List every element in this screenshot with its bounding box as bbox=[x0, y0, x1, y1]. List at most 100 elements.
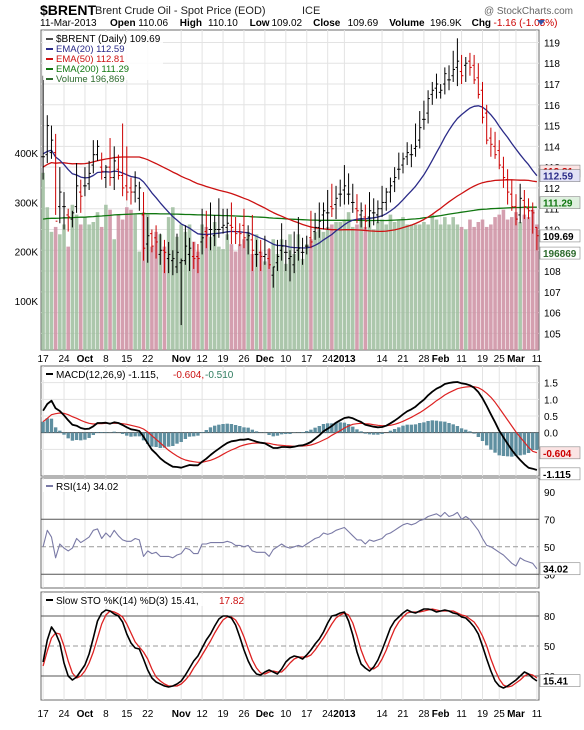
macd-histogram-bar bbox=[87, 433, 90, 438]
macd-histogram-bar bbox=[313, 428, 316, 433]
volume-tick-label: 200K bbox=[15, 248, 39, 259]
volume-bar bbox=[485, 227, 489, 350]
x-tick-label: 17 bbox=[301, 709, 313, 720]
macd-histogram-bar bbox=[418, 423, 421, 433]
volume-bar bbox=[389, 215, 393, 350]
macd-histogram-bar bbox=[531, 433, 534, 450]
macd-histogram-bar bbox=[305, 431, 308, 433]
macd-histogram-bar bbox=[184, 433, 187, 439]
macd-histogram-bar bbox=[376, 433, 379, 435]
volume-bar bbox=[338, 222, 342, 350]
volume-bar bbox=[489, 224, 493, 350]
value-tag-label: -0.604 bbox=[543, 449, 572, 460]
x-tick-label: 24 bbox=[58, 709, 70, 720]
x-tick-label: Oct bbox=[77, 709, 94, 720]
price-tick-label: 115 bbox=[544, 122, 560, 133]
volume-bar bbox=[397, 220, 401, 350]
volume-bar bbox=[364, 227, 368, 350]
x-tick-label: 17 bbox=[38, 354, 50, 365]
macd-histogram-bar bbox=[477, 433, 480, 437]
volume-bar bbox=[514, 212, 518, 350]
macd-histogram-bar bbox=[359, 431, 362, 432]
rsi-tick-label: 50 bbox=[544, 543, 556, 554]
volume-bar bbox=[393, 222, 397, 350]
volume-bar bbox=[104, 205, 108, 350]
macd-tick-label: 1.0 bbox=[544, 395, 558, 406]
quote-value: 110.06 bbox=[138, 18, 168, 29]
volume-bar bbox=[263, 261, 267, 350]
volume-bar bbox=[66, 247, 70, 350]
x-tick-label: 10 bbox=[280, 354, 292, 365]
x-tick-label: Dec bbox=[256, 354, 275, 365]
macd-histogram-bar bbox=[200, 432, 203, 433]
volume-bar bbox=[318, 229, 322, 350]
x-tick-label: 28 bbox=[418, 354, 430, 365]
volume-bar bbox=[271, 239, 275, 350]
volume-bar bbox=[359, 220, 363, 350]
volume-bar bbox=[527, 217, 531, 350]
macd-histogram-bar bbox=[460, 428, 463, 432]
quote-label: High bbox=[180, 18, 202, 29]
macd-histogram-bar bbox=[159, 433, 162, 448]
macd-legend-signal: -0.604, bbox=[173, 370, 204, 381]
x-tick-label: 15 bbox=[121, 709, 133, 720]
volume-bar bbox=[322, 232, 326, 350]
volume-bar bbox=[217, 247, 221, 350]
x-tick-label: 11 bbox=[532, 709, 543, 720]
rsi-tick-label: 70 bbox=[544, 515, 556, 526]
macd-histogram-bar bbox=[426, 421, 429, 433]
macd-histogram-bar bbox=[175, 433, 178, 444]
price-tick-label: 119 bbox=[544, 38, 560, 49]
volume-bar bbox=[410, 224, 414, 350]
macd-histogram-bar bbox=[489, 433, 492, 450]
macd-histogram-bar bbox=[205, 430, 208, 433]
macd-histogram-bar bbox=[405, 425, 408, 433]
macd-histogram-bar bbox=[309, 430, 312, 433]
volume-bar bbox=[368, 217, 372, 350]
volume-bar bbox=[468, 220, 472, 350]
macd-histogram-bar bbox=[50, 419, 53, 433]
x-tick-label: Oct bbox=[77, 354, 94, 365]
volume-bar bbox=[523, 215, 527, 350]
price-tick-label: 112 bbox=[544, 184, 560, 195]
x-tick-label: Feb bbox=[432, 354, 450, 365]
macd-histogram-bar bbox=[439, 421, 442, 432]
quote-label: Chg bbox=[472, 18, 491, 29]
quote-label: Open bbox=[110, 18, 136, 29]
macd-histogram-bar bbox=[180, 433, 183, 442]
volume-bar bbox=[330, 224, 334, 350]
stochastic-tick-label: 50 bbox=[544, 642, 556, 653]
x-tick-label: Mar bbox=[507, 709, 525, 720]
macd-histogram-bar bbox=[527, 433, 530, 453]
macd-histogram-bar bbox=[209, 427, 212, 432]
x-tick-label: 19 bbox=[477, 709, 489, 720]
x-tick-label: 14 bbox=[377, 354, 389, 365]
volume-bar bbox=[477, 222, 481, 350]
macd-histogram-bar bbox=[58, 431, 61, 433]
volume-bar bbox=[284, 264, 288, 350]
volume-bar bbox=[125, 207, 129, 350]
volume-bar bbox=[108, 210, 112, 350]
x-tick-label: 17 bbox=[38, 709, 50, 720]
price-tick-label: 108 bbox=[544, 267, 561, 278]
macd-histogram-bar bbox=[188, 433, 191, 437]
value-tag-label: 112.59 bbox=[543, 172, 573, 183]
value-tag-label: 15.41 bbox=[543, 677, 568, 688]
volume-bar bbox=[493, 217, 497, 350]
volume-bar bbox=[62, 224, 66, 350]
macd-histogram-bar bbox=[121, 433, 124, 434]
macd-histogram-bar bbox=[230, 424, 233, 433]
x-tick-label: 19 bbox=[217, 709, 229, 720]
volume-bar bbox=[100, 227, 104, 350]
macd-histogram-bar bbox=[192, 433, 195, 437]
macd-histogram-bar bbox=[393, 429, 396, 433]
volume-bar bbox=[405, 224, 409, 350]
volume-bar bbox=[510, 217, 514, 350]
macd-histogram-bar bbox=[447, 423, 450, 433]
x-tick-label: 12 bbox=[197, 354, 209, 365]
volume-bar bbox=[384, 224, 388, 350]
volume-bar bbox=[502, 210, 506, 350]
